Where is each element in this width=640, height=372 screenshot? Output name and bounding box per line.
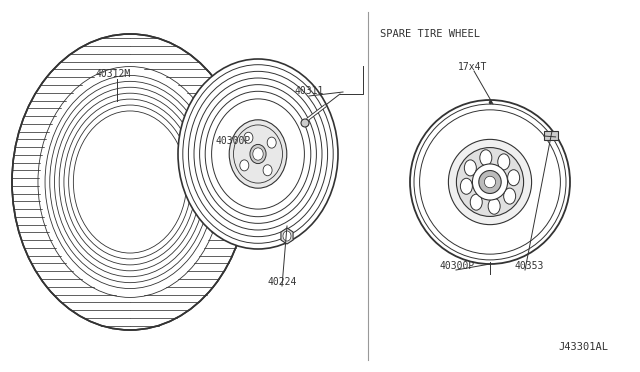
Text: 40300P: 40300P bbox=[440, 261, 476, 271]
Polygon shape bbox=[281, 228, 293, 244]
Text: 17x4T: 17x4T bbox=[458, 62, 488, 72]
Ellipse shape bbox=[480, 150, 492, 166]
Text: SPARE TIRE WHEEL: SPARE TIRE WHEEL bbox=[380, 29, 480, 39]
Ellipse shape bbox=[229, 120, 287, 188]
Text: 40224: 40224 bbox=[268, 277, 298, 287]
Ellipse shape bbox=[504, 188, 516, 204]
Ellipse shape bbox=[456, 148, 524, 217]
Ellipse shape bbox=[460, 178, 472, 194]
Ellipse shape bbox=[250, 144, 266, 164]
Ellipse shape bbox=[498, 154, 510, 170]
Ellipse shape bbox=[465, 160, 476, 176]
Ellipse shape bbox=[78, 117, 182, 247]
Ellipse shape bbox=[410, 100, 570, 264]
Ellipse shape bbox=[178, 59, 338, 249]
Ellipse shape bbox=[484, 176, 495, 188]
Ellipse shape bbox=[449, 140, 532, 225]
Text: 40312M: 40312M bbox=[95, 69, 131, 79]
Ellipse shape bbox=[240, 160, 249, 171]
Text: 40300P: 40300P bbox=[215, 136, 250, 146]
Ellipse shape bbox=[508, 170, 520, 186]
Ellipse shape bbox=[470, 194, 482, 210]
Ellipse shape bbox=[12, 34, 248, 330]
Ellipse shape bbox=[479, 170, 501, 193]
Ellipse shape bbox=[263, 165, 272, 176]
Text: 40311: 40311 bbox=[295, 86, 324, 96]
Ellipse shape bbox=[244, 132, 253, 143]
Ellipse shape bbox=[267, 137, 276, 148]
Text: 40353: 40353 bbox=[515, 261, 545, 271]
Ellipse shape bbox=[301, 119, 309, 127]
Text: J43301AL: J43301AL bbox=[558, 342, 608, 352]
Ellipse shape bbox=[488, 198, 500, 214]
Ellipse shape bbox=[283, 231, 291, 241]
Ellipse shape bbox=[253, 148, 263, 160]
FancyBboxPatch shape bbox=[544, 131, 558, 140]
Ellipse shape bbox=[472, 164, 508, 200]
